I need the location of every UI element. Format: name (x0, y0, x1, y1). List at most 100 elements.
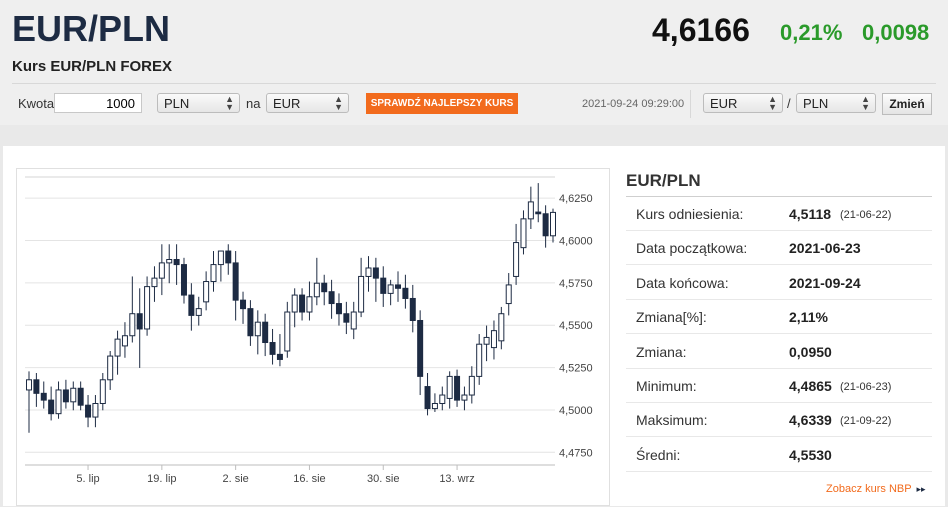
candle-body (365, 267, 372, 277)
summary-row-value: 4,6339 (789, 412, 832, 429)
candle-body (129, 313, 136, 337)
candle-body (291, 294, 298, 313)
candle-body (395, 284, 402, 289)
candle-body (483, 336, 490, 345)
candle-body (55, 389, 62, 415)
candle-body (158, 262, 165, 279)
candle-body (121, 335, 128, 347)
amount-input[interactable] (54, 93, 142, 113)
from-currency-select[interactable]: PLN ▲ ▼ (157, 93, 240, 113)
summary-row: Kurs odniesienia: 4,5118 (21-06-22) (626, 197, 932, 231)
candle-body (33, 379, 40, 394)
candle-body (188, 294, 195, 316)
to-currency-select[interactable]: EUR ▲ ▼ (266, 93, 349, 113)
pair-separator: / (787, 96, 791, 111)
candle-body (85, 404, 92, 418)
x-tick-label: 5. lip (76, 473, 99, 485)
x-tick-label: 30. sie (367, 473, 399, 485)
x-tick-label: 2. sie (222, 473, 248, 485)
candle-body (513, 242, 520, 277)
summary-row: Maksimum: 4,6339 (21-09-22) (626, 403, 932, 438)
change-absolute: 0,0098 (862, 20, 930, 45)
candle-body (210, 264, 217, 283)
candle-body (417, 319, 424, 377)
candle-body (409, 297, 416, 321)
summary-title: EUR/PLN (626, 171, 701, 190)
summary-row-value: 0,0950 (789, 343, 832, 360)
nbp-rate-link[interactable]: Zobacz kurs NBP ▸▸ (826, 483, 926, 495)
summary-title-rule (626, 196, 932, 197)
pair-quote-select[interactable]: PLN ▲ ▼ (796, 93, 876, 113)
page-subtitle: Kurs EUR/PLN FOREX (12, 58, 173, 75)
x-tick-label: 13. wrz (439, 473, 474, 485)
pair-base-select[interactable]: EUR ▲ ▼ (703, 93, 783, 113)
best-rate-button[interactable]: SPRAWDŹ NAJLEPSZY KURS (366, 93, 518, 114)
candle-body (180, 264, 187, 296)
candle-body (247, 308, 254, 337)
pair-quote-value: PLN (803, 96, 829, 111)
candle-body (26, 379, 32, 391)
summary-row-label: Kurs odniesienia: (636, 206, 744, 222)
candle-body (461, 394, 468, 401)
pair-title: EUR/PLN (12, 8, 171, 49)
candle-body (240, 299, 247, 310)
toolbar-separator (690, 90, 691, 118)
na-label: na (246, 96, 261, 111)
y-tick-label: 4,5250 (559, 363, 593, 375)
summary-row-label: Zmiana[%]: (636, 309, 707, 326)
summary-row-label: Data końcowa: (636, 274, 729, 291)
candle-body (520, 218, 527, 249)
candle-body (439, 394, 446, 405)
candle-body (48, 399, 55, 415)
summary-row: Zmiana[%]: 2,11% (626, 300, 932, 335)
change-pair-button[interactable]: Zmień (882, 93, 932, 115)
candle-body (468, 375, 475, 396)
candle-body (535, 211, 542, 215)
candle-body (527, 201, 534, 220)
from-currency-value: PLN (164, 96, 190, 111)
current-price: 4,6166 (652, 12, 750, 48)
header-panel: EUR/PLN Kurs EUR/PLN FOREX 4,6166 0,21% … (0, 0, 948, 125)
candle-body (335, 303, 342, 315)
nbp-link-label: Zobacz kurs NBP (826, 483, 912, 495)
candle-body (431, 403, 438, 410)
candle-body (107, 355, 114, 381)
candle-body (299, 294, 306, 313)
pair-base-value: EUR (710, 96, 738, 111)
candle-body (550, 211, 556, 237)
amount-label: Kwota (18, 96, 55, 111)
candle-body (166, 259, 173, 264)
summary-row: Zmiana: 0,0950 (626, 335, 932, 369)
y-tick-label: 4,5500 (559, 320, 593, 332)
candle-body (62, 389, 69, 403)
candle-body (328, 291, 335, 305)
candle-body (505, 284, 512, 305)
candle-body (70, 387, 77, 403)
candle-body (372, 267, 379, 279)
y-tick-label: 4,5000 (559, 405, 593, 417)
candle-body (380, 277, 387, 294)
summary-row-label: Maksimum: (636, 412, 708, 429)
candle-body (358, 275, 365, 313)
x-tick-label: 16. sie (293, 473, 325, 485)
summary-row-value: 4,5530 (789, 446, 832, 463)
select-arrows-icon: ▲ ▼ (768, 94, 777, 112)
candle-body (254, 321, 261, 337)
candle-body (262, 321, 269, 344)
select-arrows-icon: ▲ ▼ (334, 94, 343, 112)
candlestick-chart: 4,6250 4,6000 4,5750 4,5500 4,5250 4,5000 4,47… (25, 176, 593, 485)
summary-row: Średni: 4,5530 (626, 438, 932, 472)
candle-body (306, 296, 313, 313)
candle-body (446, 375, 453, 399)
candle-body (40, 392, 47, 401)
candle-body (77, 387, 84, 406)
summary-row-label: Średni: (636, 446, 681, 463)
summary-row: Data początkowa: 2021-06-23 (626, 231, 932, 266)
candle-body (269, 342, 276, 355)
candle-body (203, 281, 210, 303)
summary-row-date: (21-09-22) (840, 415, 892, 428)
candle-body (343, 313, 350, 323)
candle-body (284, 311, 291, 352)
summary-row-label: Minimum: (636, 378, 697, 394)
candle-body (454, 375, 461, 401)
